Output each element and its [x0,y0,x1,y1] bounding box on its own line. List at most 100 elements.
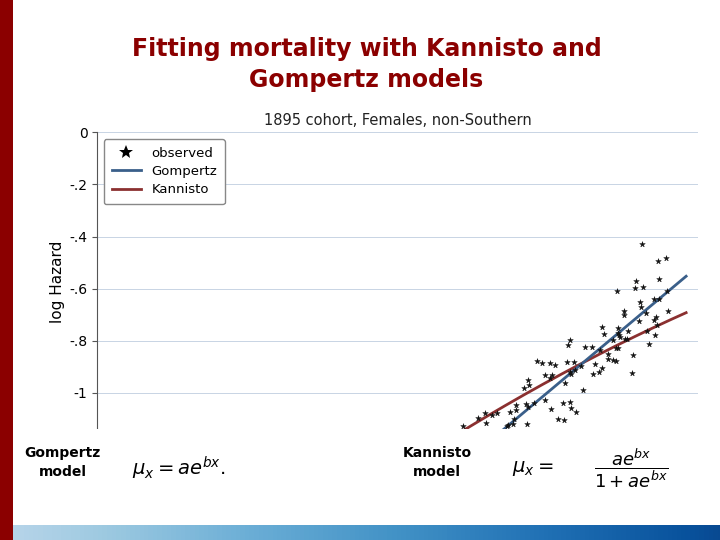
Point [630,277,642,286]
Point [405,481,416,490]
Point [619,335,631,343]
Point [505,408,516,416]
Point [549,361,561,369]
Point [648,294,660,303]
Point [653,274,665,283]
X-axis label: age: age [384,461,412,476]
Point [627,350,639,359]
Point [408,501,420,509]
Point [399,530,410,538]
Point [587,343,598,352]
Point [642,326,653,335]
Point [405,490,416,499]
Point [510,401,522,410]
Point [436,490,448,498]
Point [472,414,483,423]
Point [456,457,468,465]
Point [479,464,490,473]
Point [395,518,407,526]
Point [504,428,516,437]
Point [520,400,531,409]
Point [569,358,580,367]
Point [589,360,600,368]
Point [507,437,518,445]
Text: $\dfrac{ae^{bx}}{1+ae^{bx}}$: $\dfrac{ae^{bx}}{1+ae^{bx}}$ [595,446,669,490]
Point [412,492,423,501]
Point [564,368,576,376]
Point [469,486,480,495]
Point [448,443,459,451]
Point [562,341,574,349]
Point [457,422,469,430]
Point [374,537,386,540]
Point [611,287,623,295]
Point [469,458,481,467]
Point [409,500,420,509]
Point [544,373,556,382]
Point [531,357,543,366]
Point [408,516,420,524]
Point [570,407,581,416]
Point [402,508,414,517]
Point [602,349,613,358]
Point [508,415,519,423]
Point [491,408,503,417]
Point [559,379,571,388]
Point [654,295,665,303]
Point [472,430,484,438]
Point [546,370,558,379]
Title: 1895 cohort, Females, non-Southern: 1895 cohort, Females, non-Southern [264,113,531,129]
Point [459,472,470,481]
Point [621,334,633,343]
Point [622,327,634,335]
Point [610,357,621,366]
Point [470,462,482,470]
Point [494,457,505,466]
Text: $\mu_x =$: $\mu_x =$ [512,458,554,477]
Point [614,332,626,341]
Point [486,411,498,420]
Y-axis label: log Hazard: log Hazard [50,241,66,323]
Point [660,254,672,262]
Point [596,322,608,331]
Point [599,329,611,338]
Point [649,316,660,325]
Point [522,402,534,411]
Point [612,328,624,337]
Point [636,239,647,248]
Point [523,381,535,390]
Point [394,508,405,517]
Point [477,459,488,468]
Point [545,404,557,413]
Point [634,298,645,307]
Point [539,395,551,404]
Point [383,534,395,540]
Point [470,442,482,451]
Point [480,419,492,428]
Point [440,474,451,482]
Point [607,336,618,345]
Point [453,476,464,484]
Point [513,441,525,450]
Point [618,310,630,319]
Point [392,510,404,518]
Point [562,357,573,366]
Point [435,476,446,485]
Point [643,340,654,348]
Point [400,529,411,537]
Point [552,415,564,423]
Point [366,530,377,538]
Point [451,448,462,457]
Point [618,307,630,316]
Point [652,256,663,265]
Point [629,284,641,293]
Point [566,369,577,378]
Point [429,480,441,488]
Point [501,422,513,431]
Point [557,399,569,408]
Point [607,356,618,364]
Point [397,507,408,515]
Point [610,343,621,352]
Point [400,518,411,527]
Point [649,330,661,339]
